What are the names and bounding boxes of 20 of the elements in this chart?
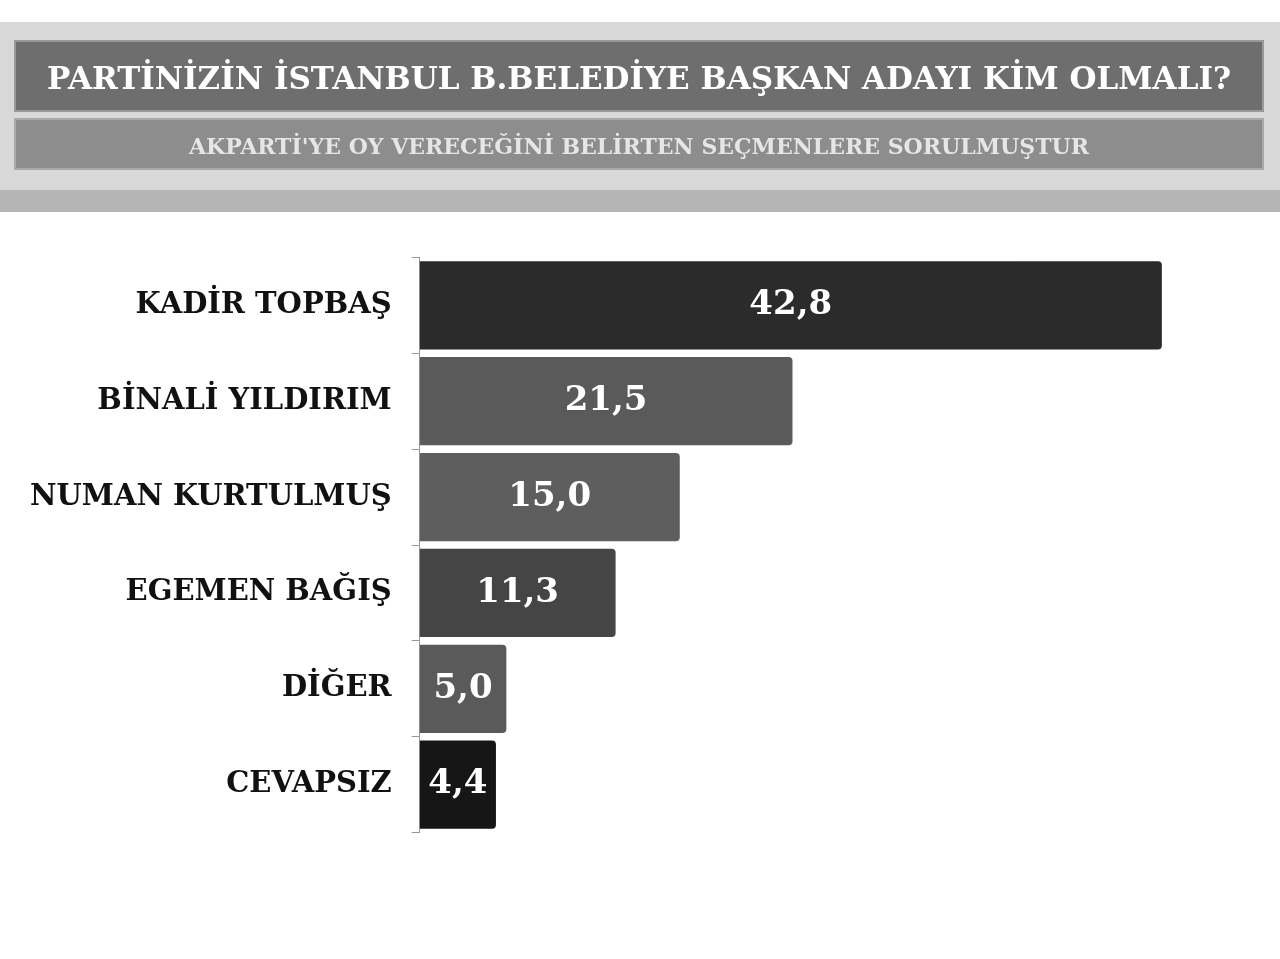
y-tick-label: NUMAN KURTULMUŞ — [29, 477, 392, 512]
bar — [419, 357, 793, 446]
data-label: 42,8 — [749, 282, 833, 323]
data-label: 5,0 — [433, 665, 493, 706]
data-label: 15,0 — [508, 473, 592, 514]
y-tick-label: EGEMEN BAĞIŞ — [125, 572, 392, 608]
data-label: 21,5 — [564, 378, 648, 419]
bar — [419, 261, 1162, 350]
y-tick-label: BİNALİ YILDIRIM — [97, 379, 392, 416]
chart-subtitle: AKPARTİ'YE OY VERECEĞİNİ BELİRTEN SEÇMENLERE SORULMUŞTUR — [14, 118, 1264, 170]
bar — [419, 644, 507, 733]
y-tick-label: DİĞER — [281, 667, 393, 704]
bar — [419, 548, 616, 638]
y-tick-label: CEVAPSIZ — [226, 765, 392, 800]
data-label: 4,4 — [428, 761, 488, 802]
bar — [419, 740, 496, 829]
data-label: 11,3 — [476, 569, 560, 610]
bar — [419, 452, 680, 542]
y-tick-label: KADİR TOPBAŞ — [135, 283, 392, 320]
chart-title: PARTİNİZİN İSTANBUL B.BELEDİYE BAŞKAN ADAYI KİM OLMALI? — [14, 40, 1264, 112]
